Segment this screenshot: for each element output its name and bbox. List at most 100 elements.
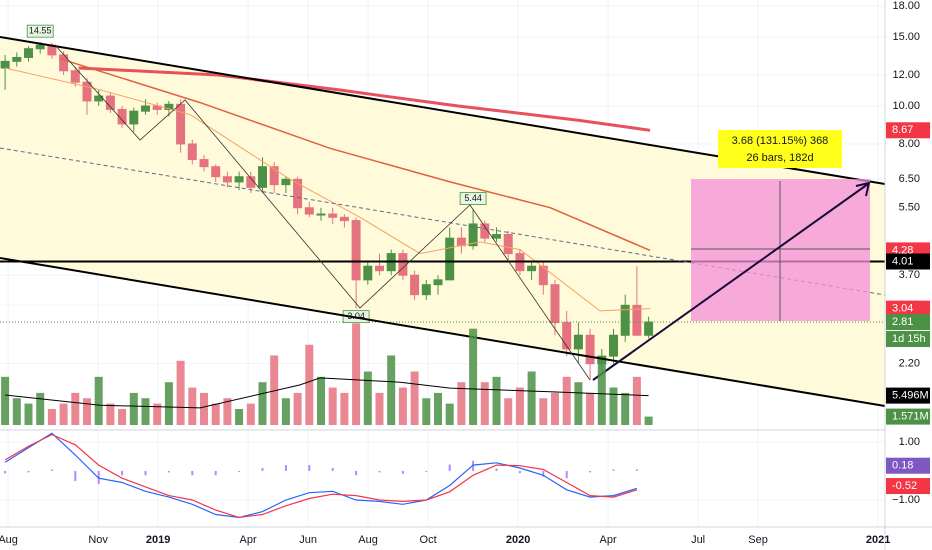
volume-bar	[106, 403, 115, 425]
volume-badge-bg	[886, 408, 930, 425]
macd-histogram	[331, 468, 334, 471]
price-badge-bg	[886, 300, 930, 317]
candle-body	[246, 176, 256, 188]
candle-body	[164, 103, 174, 110]
moving-average	[78, 66, 651, 132]
candle-body	[550, 284, 560, 324]
channel-bottom	[0, 257, 885, 407]
candle-body	[70, 70, 80, 83]
hline-badge-bg	[886, 253, 930, 270]
price-badge-bg	[886, 122, 930, 139]
volume-bar	[492, 376, 501, 425]
macd-histogram	[378, 470, 381, 473]
candle-body	[0, 60, 10, 69]
volume-bar	[176, 360, 185, 425]
candle-body	[632, 304, 642, 336]
candle-body	[117, 108, 127, 125]
volume-bar	[188, 387, 197, 425]
candle-body	[410, 274, 420, 296]
candle-body	[24, 48, 33, 58]
volume-bar	[36, 392, 45, 425]
candle-body	[328, 213, 338, 218]
macd-histogram	[495, 468, 498, 471]
volume-bar	[410, 371, 419, 425]
volume-bar	[94, 376, 103, 425]
volume-bar	[515, 387, 524, 425]
volume-badge-bg	[886, 387, 930, 404]
volume-bar	[223, 398, 232, 425]
zigzag	[54, 44, 591, 381]
volume-pane	[1, 323, 653, 425]
price-badge: 3.04	[892, 303, 913, 315]
volume-bar	[83, 398, 91, 425]
x-tick-label: Apr	[600, 534, 617, 546]
macd-histogram	[191, 470, 194, 476]
volume-bar	[574, 382, 583, 425]
x-tick-label: 2020	[506, 534, 530, 546]
macd-line	[4, 432, 638, 519]
volume-bar	[597, 360, 606, 425]
volume-bar	[352, 323, 361, 425]
macd-badge-bg	[886, 457, 930, 474]
volume-bar	[258, 382, 267, 425]
volume-bar	[293, 392, 302, 425]
macd-histogram	[355, 470, 358, 476]
y-tick-label: 15.00	[892, 31, 920, 43]
macd-histogram	[448, 464, 451, 471]
volume-bar	[586, 392, 595, 425]
volume-bar	[363, 371, 372, 425]
volume-bar	[445, 403, 454, 425]
macd-badge-bg	[886, 478, 930, 495]
volume-bar	[129, 392, 138, 425]
price-note-box	[459, 192, 487, 205]
x-tick-label: Jun	[299, 534, 317, 546]
candle-body	[585, 334, 595, 365]
candle-body	[234, 176, 244, 183]
x-tick-label: Oct	[420, 534, 437, 546]
candle-body	[562, 322, 572, 350]
macd-histogram	[50, 469, 53, 471]
volume-bar	[375, 392, 384, 425]
candle-body	[129, 110, 139, 125]
volume-bar	[632, 376, 641, 425]
candle-body	[304, 207, 314, 215]
candle-body	[222, 176, 232, 183]
volume-bar	[164, 382, 173, 425]
volume-bar	[118, 408, 127, 425]
price-badge: 2.81	[892, 316, 913, 328]
volume-bar	[235, 408, 244, 425]
candle-body	[620, 304, 630, 336]
measure-label: 3.68 (131.15%) 368	[732, 135, 829, 147]
y-tick-label: 8.00	[899, 138, 920, 150]
volume-bar	[621, 392, 630, 425]
macd-histogram	[167, 470, 170, 473]
volume-bar	[562, 376, 571, 425]
countdown-badge: 1d 15h	[892, 333, 926, 345]
volume-bar	[387, 355, 396, 425]
volume-bar	[24, 403, 33, 425]
candle-body	[293, 178, 303, 209]
candle-body	[468, 223, 478, 247]
y-tick-label: 18.00	[892, 0, 920, 12]
macd-tick-label: −1.00	[892, 494, 920, 506]
volume-badge: 1.571M	[892, 411, 929, 423]
volume-bar	[246, 403, 255, 425]
candle-body	[258, 166, 267, 188]
median-line	[0, 147, 885, 296]
price-badge-bg	[886, 314, 930, 331]
volume-ma	[5, 377, 649, 409]
candle-body	[199, 159, 209, 168]
macd-histogram	[565, 470, 568, 479]
candle-body	[527, 265, 537, 272]
candle-body	[339, 216, 349, 222]
y-tick-label: 6.50	[899, 173, 920, 185]
candle-body	[269, 166, 279, 186]
volume-bar	[469, 328, 478, 425]
volume-bar	[281, 398, 290, 425]
candle-body	[316, 213, 326, 216]
moving-average	[59, 57, 651, 252]
candle-body	[398, 253, 408, 276]
candle-body	[351, 220, 361, 281]
candle-body	[35, 44, 45, 50]
x-tick-label: 2019	[146, 534, 170, 546]
